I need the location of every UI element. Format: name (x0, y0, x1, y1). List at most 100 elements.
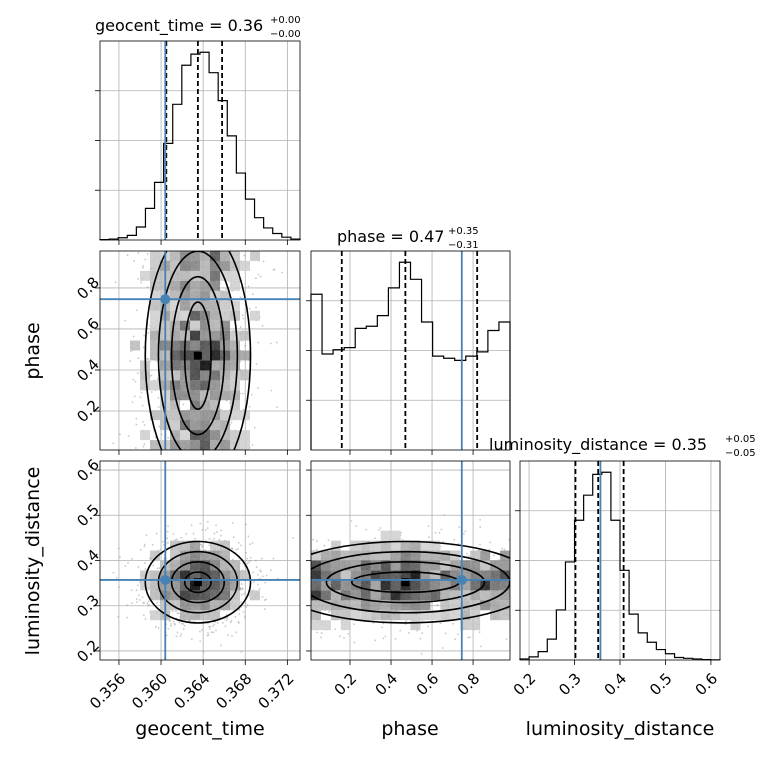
truth-marker-geocent_time-vs-luminosity_distance (160, 574, 171, 585)
sample-point (115, 576, 118, 579)
density-cell (200, 330, 210, 341)
sample-point (135, 309, 138, 312)
sample-point (135, 417, 138, 420)
sample-point (240, 593, 243, 596)
density-cell (180, 570, 190, 581)
density-cell (200, 360, 210, 371)
sample-point (161, 540, 164, 543)
density-cell (220, 560, 230, 571)
sample-point (143, 601, 145, 604)
sample-point (242, 611, 245, 613)
sample-point (239, 588, 242, 591)
title-phase: phase = 0.47 (337, 227, 444, 246)
density-cell (190, 380, 200, 391)
sample-point (139, 396, 142, 399)
density-cell (230, 380, 240, 391)
sample-point (199, 630, 201, 633)
density-cell (180, 560, 190, 571)
density-cell (230, 440, 240, 450)
sample-point (166, 530, 169, 533)
sample-point (246, 604, 249, 607)
sample-point (207, 634, 210, 636)
hist-grid-phase (311, 251, 510, 450)
ytick-geocent_time-vs-luminosity_distance-tick-label-4: 0.6 (73, 455, 103, 485)
density-cell (210, 370, 220, 381)
density-cell (180, 610, 190, 621)
sample-point (167, 525, 169, 528)
sample-point (240, 601, 242, 604)
density-cell (200, 380, 210, 391)
sample-point (419, 637, 422, 640)
sample-point (112, 571, 115, 574)
sample-point (408, 631, 410, 634)
sample-point (185, 532, 188, 535)
sample-point (436, 604, 439, 607)
sample-point (117, 547, 120, 550)
sample-point (146, 357, 149, 360)
density-cell (230, 270, 240, 281)
sample-point (479, 543, 481, 546)
sample-point (405, 620, 407, 623)
density-cell (210, 420, 220, 431)
density-cell (140, 270, 150, 281)
density-cell (200, 420, 210, 431)
sample-point (182, 623, 184, 625)
sample-point (147, 600, 150, 603)
sample-point (244, 617, 247, 619)
density-cell (170, 420, 180, 431)
title-geocent-time-upper-error: +0.00 (270, 15, 301, 26)
sample-point (384, 635, 387, 638)
density-cell (220, 290, 230, 301)
density-cell (150, 260, 160, 271)
density-cell (220, 590, 230, 601)
sample-point (381, 626, 384, 629)
sample-point (237, 622, 240, 624)
density-cell (220, 320, 230, 331)
density-cell (190, 280, 200, 291)
sample-point (316, 631, 319, 634)
density-cell (150, 330, 160, 341)
sample-point (235, 548, 237, 551)
sample-point (320, 636, 322, 639)
sample-point (323, 544, 326, 547)
sample-point (208, 538, 211, 540)
sample-point (259, 577, 262, 580)
sample-point (142, 265, 145, 267)
title-geocent-time: geocent_time = 0.36 (95, 16, 263, 36)
density-cell (200, 610, 210, 621)
sample-point (245, 523, 247, 526)
sample-point (141, 596, 144, 599)
density-cell (190, 550, 200, 561)
density-cell (210, 380, 220, 391)
sample-point (252, 581, 255, 583)
sample-point (327, 539, 330, 542)
title-phase-lower-error: −0.31 (448, 240, 479, 251)
density-cell (240, 370, 250, 381)
title-luminosity-distance: luminosity_distance = 0.35 (489, 435, 707, 455)
density-cell (170, 251, 180, 261)
density-cell (150, 580, 160, 591)
density-cell (220, 330, 230, 341)
density-cell (210, 350, 220, 361)
sample-point (479, 518, 481, 521)
sample-point (190, 524, 193, 527)
density-cell (210, 340, 220, 351)
density-cell (180, 260, 190, 271)
density-cell (210, 560, 220, 571)
density-cell (170, 270, 180, 281)
density-cell (230, 590, 240, 601)
density-cell (220, 410, 230, 421)
sample-point (444, 632, 447, 635)
sample-point (174, 539, 177, 541)
sample-point (374, 639, 377, 642)
sample-point (141, 266, 144, 269)
density-cell (220, 580, 230, 591)
density-cell (230, 580, 240, 591)
sample-point (263, 608, 266, 611)
density-geocent_time-vs-phase (112, 251, 284, 450)
density-cell (230, 600, 240, 611)
density-cell (210, 280, 220, 291)
density-cell (140, 380, 150, 391)
x-axis-label-geocent-time: geocent_time (135, 718, 264, 740)
sample-point (253, 426, 256, 429)
